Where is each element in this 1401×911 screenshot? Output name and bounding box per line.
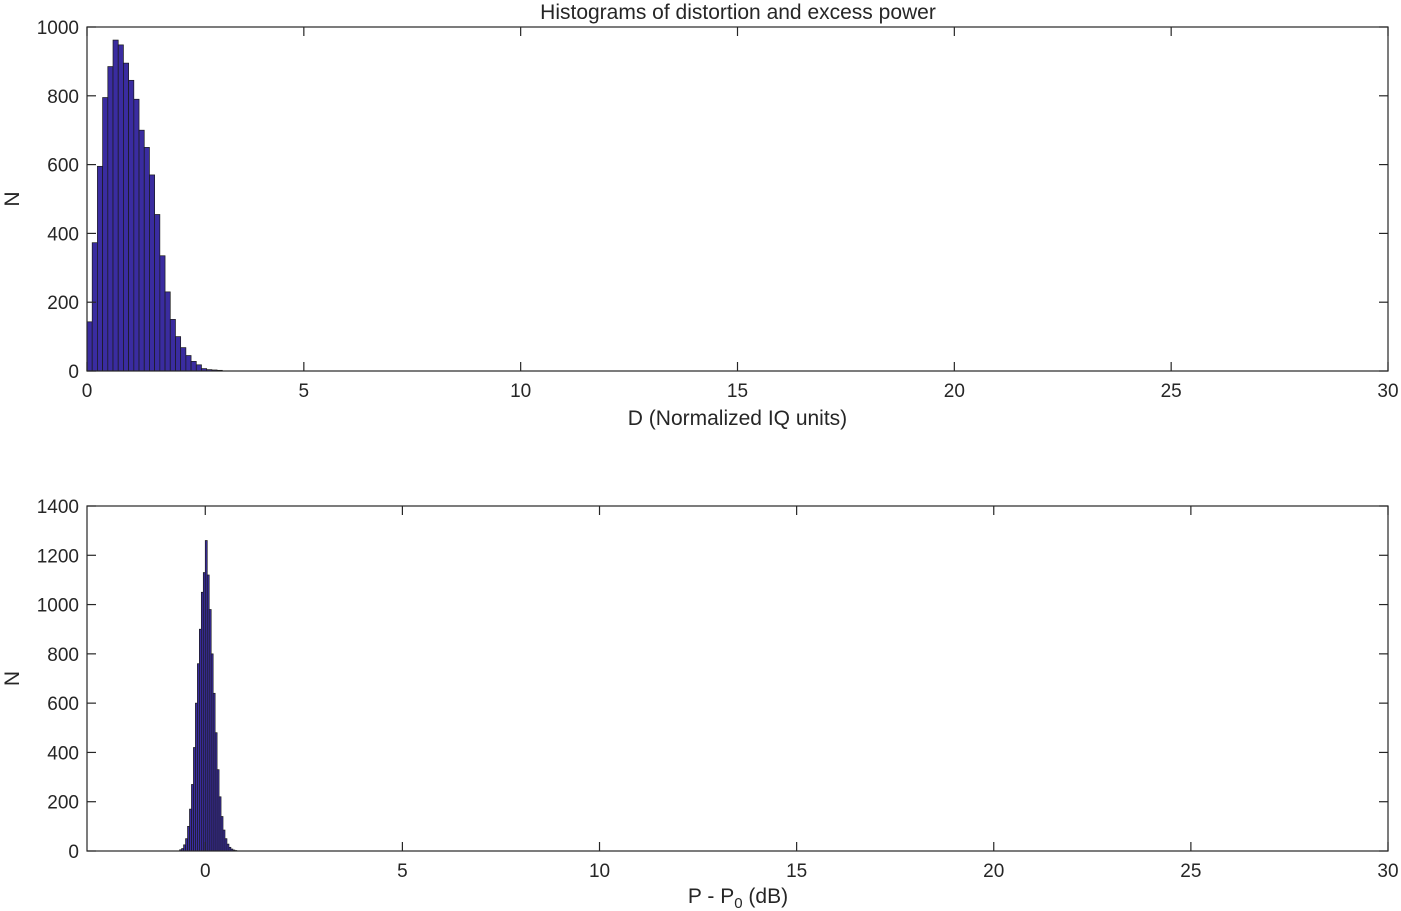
p-ytick-label: 0 [68,842,79,863]
bottom-xlabel-subscript: 0 [734,895,742,911]
distortion-histogram-panel: 0 5 10 15 20 25 30 0 200 400 600 800 1000 N D (Normali… [1,18,1399,430]
d-histogram-bar [86,321,93,372]
d-histogram-bar [117,44,124,372]
d-histogram-bar [190,361,197,372]
bottom-xlabel-main: P - P [688,885,734,908]
p-xtick-label: 10 [589,861,610,882]
p-ytick-label: 800 [47,645,79,666]
excess-power-histogram-panel: 0 5 10 15 20 25 30 0 200 400 600 800 1000 1200 1400 N [1,497,1399,882]
bottom-xlabel: P - P0 (dB) [688,885,788,911]
d-histogram-bar [123,62,129,372]
p-ytick-label: 1400 [37,497,79,518]
p-ytick-label: 200 [47,793,79,814]
d-xtick-label: 30 [1377,381,1398,402]
d-ytick-label: 0 [68,362,79,383]
d-histogram-bar [91,242,98,372]
d-ytick-label: 200 [47,293,79,314]
d-histogram-bar [143,147,150,372]
d-histogram-bars [86,39,223,372]
d-histogram-bar [133,98,140,372]
d-histogram-bar [128,79,135,372]
p-ytick-label: 1000 [37,596,79,617]
d-histogram-bar [195,364,202,372]
d-xtick-label: 15 [727,381,748,402]
d-xtick-label: 0 [82,381,93,402]
d-ylabel: N [1,191,24,206]
p-ytick-label: 1200 [37,546,79,567]
d-histogram-bar [154,214,161,372]
d-ytick-label: 600 [47,156,79,177]
d-axes-frame [86,26,1389,372]
d-histogram-bar [164,291,171,372]
d-histogram-bar [97,165,103,372]
d-ytick-label: 1000 [37,18,79,39]
p-ytick-label: 400 [47,743,79,764]
d-xtick-label: 5 [299,381,310,402]
p-ylabel: N [1,671,24,686]
p-xtick-label: 30 [1377,861,1398,882]
d-histogram-bar [175,336,182,372]
p-xtick-label: 0 [200,861,211,882]
d-histogram-bar [107,66,114,372]
p-xtick-label: 25 [1180,861,1201,882]
figure-title: Histograms of distortion and excess powe… [540,1,936,24]
p-ytick-label: 600 [47,694,79,715]
d-histogram-bar [180,347,187,372]
d-ytick-label: 400 [47,224,79,245]
d-histogram-bar [102,97,109,372]
p-xtick-label: 20 [983,861,1004,882]
d-histogram-bar [149,174,155,372]
d-histogram-bar [138,129,145,372]
d-xtick-label: 25 [1161,381,1182,402]
d-xtick-label: 10 [510,381,531,402]
d-histogram-bar [112,39,119,372]
d-histogram-bar [169,319,176,372]
d-xlabel: D (Normalized IQ units) [628,407,847,430]
p-xtick-label: 5 [397,861,408,882]
p-axes-frame [86,505,1389,852]
d-ytick-label: 800 [47,87,79,108]
p-xtick-label: 15 [786,861,807,882]
bottom-xlabel-suffix: (dB) [743,885,789,908]
d-histogram-bar [159,255,166,372]
p-histogram-bars [179,540,238,852]
d-histogram-bar [185,355,192,372]
d-xtick-label: 20 [944,381,965,402]
